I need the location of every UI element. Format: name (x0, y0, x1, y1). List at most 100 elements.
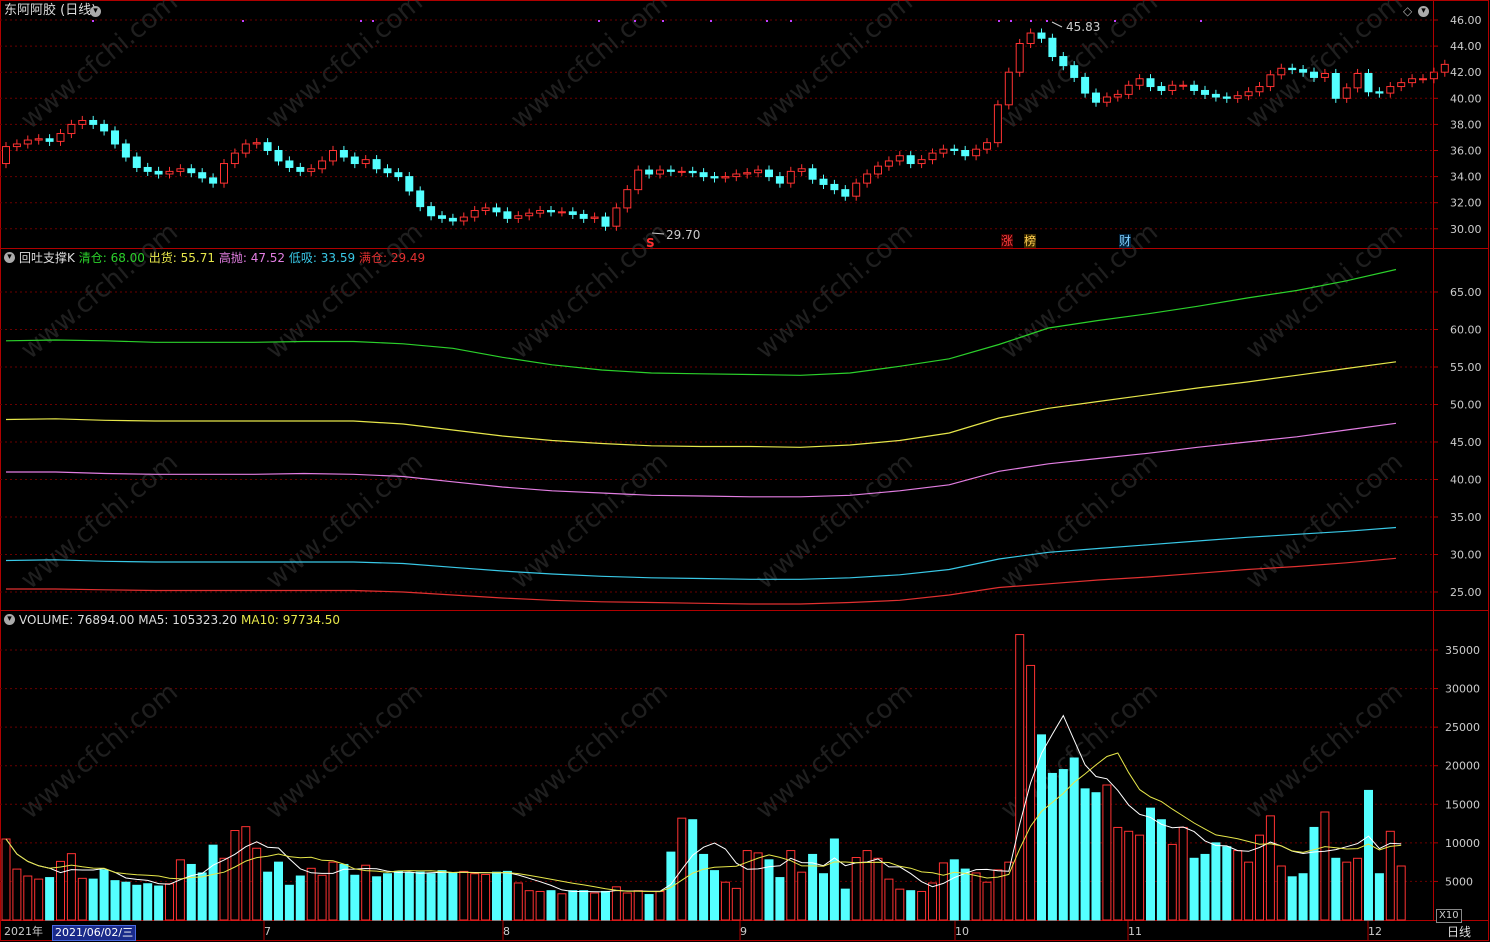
volume-bar (502, 870, 512, 921)
news-marker-bang[interactable]: 榜 (1024, 234, 1037, 248)
volume-bar (470, 873, 480, 921)
indicator-name: 回吐支撑K (19, 251, 75, 265)
candle-body (220, 163, 228, 184)
volume-bar (241, 826, 251, 921)
candle-body (12, 143, 21, 148)
watermark-layer: www.cfchi.com www.cfchi.com www.cfchi.com w… (15, 0, 1409, 825)
diamond-icon[interactable]: ◇ (1403, 4, 1413, 18)
candle-body (470, 210, 479, 218)
volume-bar (1069, 757, 1079, 921)
x-axis-month-10: 10 (955, 925, 969, 938)
volume-bar (622, 892, 632, 921)
candle-body (1070, 65, 1079, 78)
panel-menu-icon[interactable]: ▾ (1418, 6, 1429, 17)
volume-bar (993, 869, 1003, 921)
candle-body (1146, 78, 1155, 88)
watermark-text: www.cfchi.com (260, 677, 429, 825)
candle-body (448, 217, 457, 222)
dropdown-toggle-icon[interactable]: ▾ (90, 6, 101, 17)
volume-bar (1124, 830, 1134, 921)
candle-body (350, 156, 359, 165)
candle-body (1353, 73, 1362, 89)
volume-bar (1364, 789, 1373, 921)
candle-body (111, 130, 119, 145)
volume-bar (742, 850, 752, 921)
ind-mancang-label: 满仓: (358, 251, 387, 265)
indicator-toggle-icon[interactable]: ▾ (4, 252, 15, 263)
watermark-text: www.cfchi.com (995, 217, 1164, 365)
indicator-tick-label: 65.00 (1450, 286, 1482, 299)
high-arrow (1051, 21, 1063, 28)
candle-body (536, 210, 545, 214)
volume-bar (764, 859, 774, 921)
ma5-label: MA5: (138, 613, 169, 627)
volume-bar (1265, 815, 1275, 921)
volume-bar (851, 857, 861, 921)
ind-chuhuo-value: 55.71 (180, 251, 215, 265)
volume-bar (1385, 830, 1395, 921)
volume-bar (710, 870, 719, 921)
news-marker-zhang[interactable]: 涨 (1001, 234, 1014, 248)
volume-bar (459, 870, 469, 921)
signal-dot (634, 20, 636, 22)
candle-body (677, 170, 686, 173)
candle-body (612, 207, 621, 227)
volume-bar (165, 883, 174, 921)
indicator-line-chuhuo (5, 361, 1397, 448)
volume-bar (393, 870, 403, 921)
candle-body (1201, 89, 1209, 95)
volume-tick-label: 15000 (1445, 798, 1480, 811)
candle-body (492, 207, 501, 213)
volume-bar (1331, 857, 1341, 921)
ind-qingcang-value: 68.00 (110, 251, 145, 265)
candle-body (710, 176, 719, 179)
candle-body (961, 150, 970, 157)
candle-body (1233, 95, 1242, 99)
candle-body (852, 182, 861, 197)
volume-bar (77, 877, 87, 921)
candle-body (525, 212, 534, 217)
ind-gaopao-label: 高抛: (218, 251, 247, 265)
volume-bar (873, 857, 883, 921)
price-tick-label: 32.00 (1450, 197, 1482, 210)
candle-body (830, 183, 839, 191)
candle-body (1015, 42, 1024, 73)
period-label[interactable]: 日线 (1447, 925, 1472, 939)
candle-body (154, 170, 163, 175)
ma10-value: 97734.50 (282, 613, 340, 627)
news-marker-cai[interactable]: 财 (1119, 234, 1132, 248)
price-tick-label: 40.00 (1450, 92, 1482, 105)
low-price-label: 29.70 (666, 228, 701, 242)
low-arrow (651, 232, 665, 235)
candle-body (634, 169, 643, 191)
sell-signal-marker: S (646, 236, 655, 250)
volume-tick-label: 35000 (1445, 644, 1480, 657)
volume-bar (928, 882, 937, 921)
candle-body (884, 160, 893, 167)
candle-body (241, 143, 250, 154)
volume-bar (1058, 769, 1068, 921)
candle-body (1059, 56, 1068, 67)
candle-body (601, 216, 610, 227)
candle-body (1048, 37, 1057, 58)
candle-body (405, 176, 414, 192)
candle-body (1364, 73, 1373, 93)
volume-bar (175, 859, 185, 921)
candle-body (808, 168, 817, 180)
signal-dot (1046, 20, 1048, 22)
volume-bar (819, 873, 828, 921)
volume-bar (884, 878, 894, 921)
candle-body (1331, 73, 1340, 99)
volume-bar (1211, 842, 1221, 921)
candle-body (797, 168, 806, 172)
volume-bar (1135, 834, 1145, 921)
candle-body (307, 168, 316, 172)
signal-dot (242, 20, 244, 22)
indicator-lines (5, 268, 1397, 605)
candle-body (1211, 93, 1220, 98)
indicator-line-mancang (6, 557, 1397, 605)
candle-body (252, 142, 261, 145)
volume-toggle-icon[interactable]: ▾ (4, 614, 15, 625)
price-tick-label: 34.00 (1450, 171, 1482, 184)
